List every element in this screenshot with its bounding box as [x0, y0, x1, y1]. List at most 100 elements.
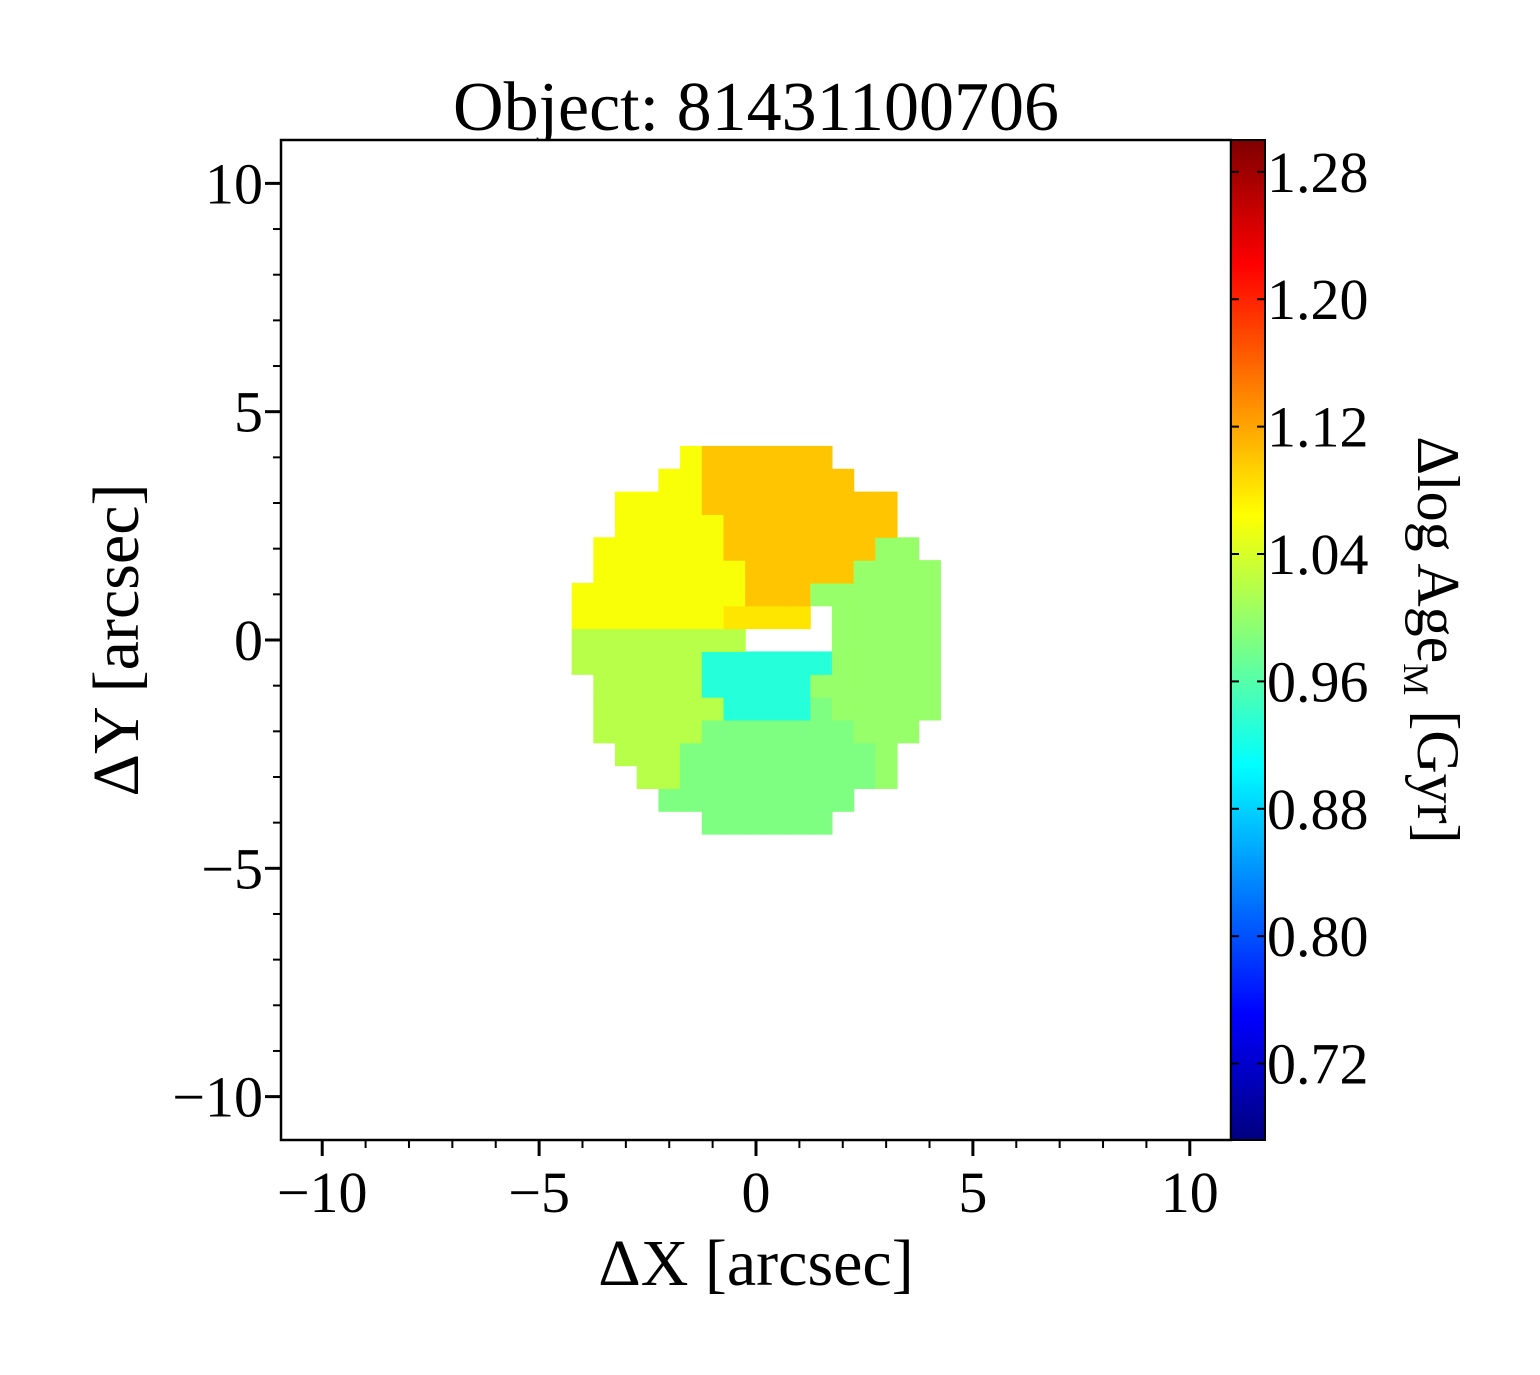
- map-pixel: [680, 491, 703, 516]
- map-pixel: [810, 582, 833, 607]
- map-pixel: [723, 445, 746, 470]
- map-pixel: [658, 628, 681, 653]
- map-pixel: [766, 491, 790, 516]
- map-pixel: [853, 674, 876, 698]
- map-pixel: [875, 514, 898, 538]
- map-pixel: [788, 765, 811, 790]
- map-pixel: [745, 674, 768, 698]
- map-pixel: [853, 697, 876, 721]
- map-pixel: [831, 788, 855, 812]
- map-pixel: [831, 651, 855, 675]
- map-pixel: [875, 560, 898, 584]
- map-pixel: [788, 605, 811, 630]
- map-pixel: [766, 445, 790, 470]
- map-pixel: [896, 537, 920, 561]
- map-pixel: [853, 605, 876, 630]
- map-pixel: [745, 514, 768, 538]
- map-pixel: [701, 788, 725, 812]
- map-pixel: [766, 697, 790, 721]
- map-pixel: [810, 468, 833, 493]
- map-pixel: [571, 582, 594, 607]
- map-pixel: [658, 651, 681, 675]
- map-pixel: [658, 582, 681, 607]
- map-pixel: [723, 605, 746, 630]
- map-pixel: [701, 537, 725, 561]
- map-pixel: [788, 674, 811, 698]
- map-pixel: [810, 491, 833, 516]
- map-pixel: [896, 674, 920, 698]
- map-pixel: [766, 651, 790, 675]
- map-pixel: [658, 788, 681, 812]
- map-pixel: [875, 742, 898, 767]
- map-pixel: [615, 719, 638, 744]
- map-pixel: [875, 674, 898, 698]
- colorbar-label: Δlog AgeM [Gyr]: [1396, 436, 1471, 843]
- map-pixel: [680, 651, 703, 675]
- map-pixel: [723, 719, 746, 744]
- map-pixel: [615, 651, 638, 675]
- map-pixel: [918, 582, 941, 607]
- map-pixel: [788, 719, 811, 744]
- map-pixel: [745, 491, 768, 516]
- map-pixel: [875, 719, 898, 744]
- map-pixel: [615, 537, 638, 561]
- colorbar-gradient: [1231, 140, 1265, 1140]
- y-tick-label: 0: [234, 608, 263, 673]
- colorbar-label-main: Δlog Age: [1405, 436, 1471, 663]
- map-pixel: [745, 719, 768, 744]
- map-pixel: [593, 719, 616, 744]
- map-pixel: [831, 491, 855, 516]
- colorbar-ticks: 0.72 0.80 0.88 0.96 1.04 1.12 1.20 1.28: [1231, 140, 1369, 1097]
- map-pixel: [896, 582, 920, 607]
- map-pixel: [788, 742, 811, 767]
- x-tick-label: −10: [277, 1160, 368, 1225]
- map-pixel: [701, 514, 725, 538]
- map-pixel: [680, 719, 703, 744]
- map-pixel: [636, 697, 659, 721]
- map-pixel: [701, 582, 725, 607]
- map-pixel: [745, 582, 768, 607]
- map-pixel: [680, 697, 703, 721]
- map-pixel: [658, 514, 681, 538]
- map-pixel: [918, 674, 941, 698]
- colorbar-tick-label: 1.28: [1267, 140, 1369, 205]
- map-pixel: [723, 560, 746, 584]
- map-pixel: [745, 445, 768, 470]
- map-pixel: [701, 605, 725, 630]
- map-pixel: [766, 468, 790, 493]
- map-pixel: [766, 719, 790, 744]
- map-pixel: [810, 697, 833, 721]
- map-pixel: [745, 468, 768, 493]
- map-pixel: [875, 765, 898, 790]
- map-pixel: [615, 582, 638, 607]
- map-pixel: [788, 445, 811, 470]
- map-pixel: [636, 742, 659, 767]
- colorbar-tick-label: 0.88: [1267, 777, 1369, 842]
- map-pixel: [831, 674, 855, 698]
- map-pixel: [788, 468, 811, 493]
- map-pixel: [680, 742, 703, 767]
- map-pixel: [723, 468, 746, 493]
- map-pixel: [810, 560, 833, 584]
- map-pixel: [766, 788, 790, 812]
- map-pixel: [615, 491, 638, 516]
- map-pixel: [831, 514, 855, 538]
- map-pixel: [745, 811, 768, 835]
- map-pixel: [810, 514, 833, 538]
- map-pixel: [615, 560, 638, 584]
- map-pixel: [615, 514, 638, 538]
- map-pixel: [788, 582, 811, 607]
- map-pixel: [636, 582, 659, 607]
- map-pixel: [680, 560, 703, 584]
- map-pixel: [766, 674, 790, 698]
- map-pixel: [853, 560, 876, 584]
- map-pixel: [680, 537, 703, 561]
- colorbar-tick-label: 0.96: [1267, 649, 1369, 714]
- chart-title: Object: 81431100706: [453, 69, 1059, 146]
- map-pixel: [853, 537, 876, 561]
- map-pixel: [766, 560, 790, 584]
- map-pixel: [766, 742, 790, 767]
- map-pixel: [853, 719, 876, 744]
- x-axis: −10 −5 0 5 10: [277, 1140, 1219, 1225]
